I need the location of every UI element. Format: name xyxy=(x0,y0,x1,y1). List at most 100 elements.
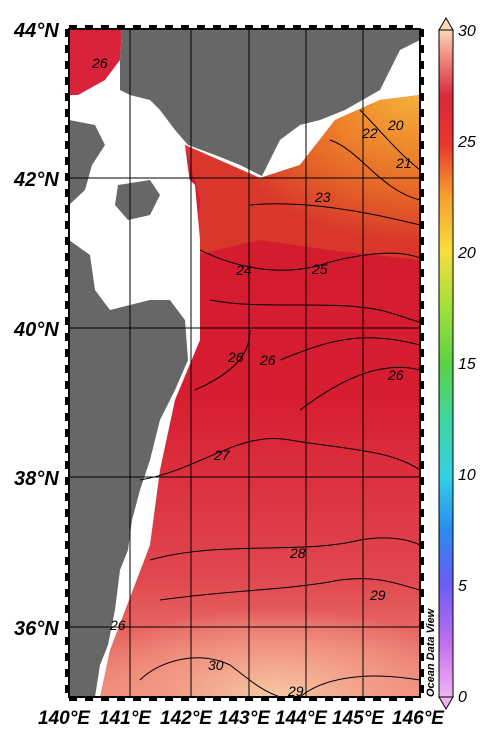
frame-tick xyxy=(341,25,349,29)
frame-tick xyxy=(65,557,69,565)
frame-tick xyxy=(420,237,424,245)
frame-tick xyxy=(65,397,69,405)
frame-tick xyxy=(420,621,424,629)
frame-tick xyxy=(420,637,424,645)
frame-tick xyxy=(65,477,69,485)
lat-label-40: 40°N xyxy=(13,319,59,341)
frame-tick xyxy=(420,541,424,549)
lon-label-144: 144°E xyxy=(275,708,328,729)
frame-tick xyxy=(420,141,424,149)
frame-tick xyxy=(420,381,424,389)
frame-tick xyxy=(65,317,69,325)
contour-label: 21 xyxy=(395,155,412,171)
colorbar-ramp xyxy=(438,29,454,698)
frame-tick xyxy=(420,573,424,581)
frame-tick xyxy=(420,557,424,565)
frame-tick xyxy=(65,669,69,677)
frame-tick xyxy=(117,697,125,701)
lon-label-142: 142°E xyxy=(160,708,213,729)
colorbar-tick-label: 15 xyxy=(458,356,476,373)
colorbar-tick-label: 25 xyxy=(457,134,476,151)
latitude-labels: 44°N 42°N 40°N 38°N 36°N xyxy=(13,20,59,640)
frame-tick xyxy=(420,189,424,197)
frame-tick xyxy=(309,25,317,29)
frame-tick xyxy=(261,697,269,701)
frame-tick xyxy=(65,61,69,69)
contour-label: 29 xyxy=(369,587,386,603)
colorbar: 30 25 20 15 10 5 0 xyxy=(438,17,476,710)
frame-tick xyxy=(420,173,424,181)
frame-tick xyxy=(293,697,301,701)
graticule xyxy=(69,29,420,697)
frame-tick xyxy=(357,697,365,701)
frame-tick xyxy=(65,141,69,149)
frame-tick xyxy=(420,349,424,357)
frame-tick xyxy=(373,25,381,29)
frame-tick xyxy=(420,253,424,261)
lon-label-141: 141°E xyxy=(99,708,152,729)
frame-tick xyxy=(65,173,69,181)
frame-tick xyxy=(133,697,141,701)
frame-tick xyxy=(277,697,285,701)
honshu-land xyxy=(69,240,188,697)
colorbar-tick-label: 10 xyxy=(458,467,476,484)
frame-tick xyxy=(197,697,205,701)
frame-tick xyxy=(420,301,424,309)
frame-tick xyxy=(341,697,349,701)
contour-label: 23 xyxy=(314,189,331,205)
frame-tick xyxy=(65,269,69,277)
frame-tick xyxy=(420,413,424,421)
frame-tick xyxy=(65,285,69,293)
frame-tick xyxy=(65,589,69,597)
lon-label-146: 146°E xyxy=(392,708,445,729)
frame-tick xyxy=(420,653,424,661)
lat-label-36: 36°N xyxy=(14,618,59,640)
ocean-field xyxy=(69,29,420,697)
map-frame xyxy=(65,25,424,701)
contour-label: 22 xyxy=(361,125,378,141)
frame-tick xyxy=(213,25,221,29)
frame-tick xyxy=(405,25,413,29)
frame-tick xyxy=(197,25,205,29)
colorbar-tick-label: 5 xyxy=(458,578,467,595)
frame-tick xyxy=(420,477,424,485)
frame-tick xyxy=(245,25,253,29)
frame-tick xyxy=(261,25,269,29)
frame-tick xyxy=(65,157,69,165)
frame-tick xyxy=(65,237,69,245)
frame-tick xyxy=(420,365,424,373)
frame-tick xyxy=(65,189,69,197)
frame-tick xyxy=(325,25,333,29)
contour-label: 26 xyxy=(91,55,108,71)
frame-tick xyxy=(65,685,69,693)
frame-tick xyxy=(65,381,69,389)
frame-tick xyxy=(65,93,69,101)
frame-tick xyxy=(420,669,424,677)
frame-tick xyxy=(65,509,69,517)
contour-label: 24 xyxy=(235,262,252,278)
frame-tick xyxy=(65,77,69,85)
contour-label: 27 xyxy=(213,447,231,463)
colorbar-tick-label: 30 xyxy=(458,23,476,40)
frame-tick xyxy=(65,461,69,469)
frame-tick xyxy=(65,205,69,213)
frame-tick xyxy=(65,109,69,117)
frame-tick xyxy=(420,397,424,405)
frame-tick xyxy=(229,697,237,701)
frame-tick xyxy=(69,25,77,29)
frame-tick xyxy=(420,445,424,453)
frame-tick xyxy=(69,697,77,701)
frame-tick xyxy=(420,29,424,37)
frame-tick xyxy=(85,25,93,29)
contour-label: 28 xyxy=(289,545,306,561)
frame-tick xyxy=(65,45,69,53)
frame-tick xyxy=(420,285,424,293)
lat-label-42: 42°N xyxy=(13,169,59,191)
frame-tick xyxy=(420,109,424,117)
frame-tick xyxy=(165,697,173,701)
frame-tick xyxy=(65,653,69,661)
frame-tick xyxy=(65,445,69,453)
frame-tick xyxy=(420,125,424,133)
lat-label-44: 44°N xyxy=(13,20,59,42)
hokkaido-land xyxy=(120,29,420,176)
